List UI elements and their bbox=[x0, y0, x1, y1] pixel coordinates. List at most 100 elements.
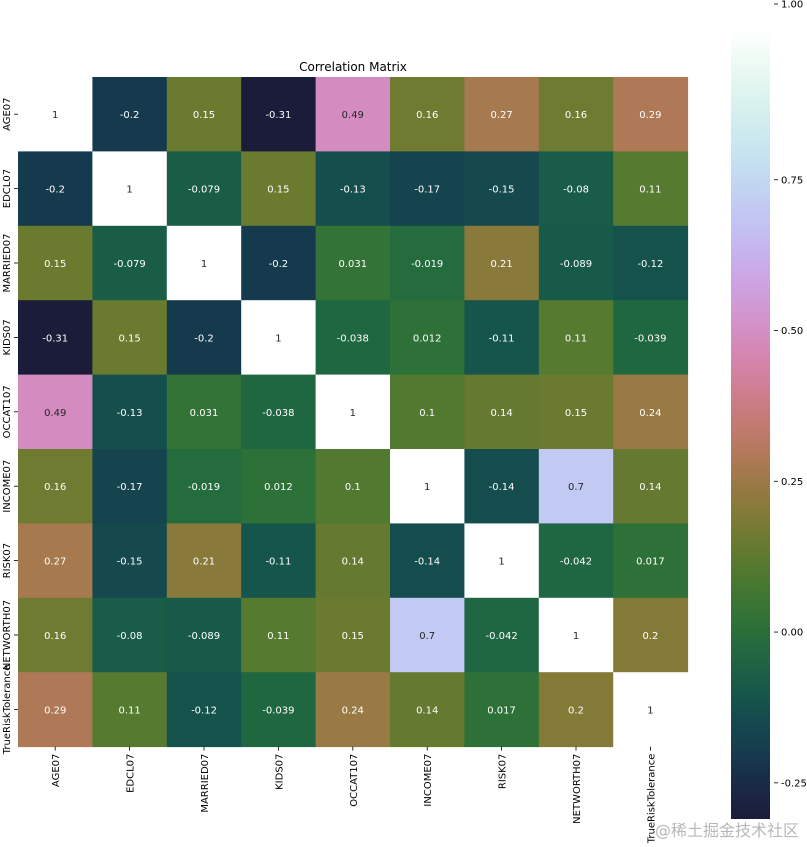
heatmap-cell bbox=[166, 374, 242, 450]
cell-value-label: 0.49 bbox=[342, 110, 364, 121]
cell-value-label: -0.31 bbox=[42, 333, 68, 344]
heatmap-cell bbox=[538, 449, 614, 524]
heatmap-cell bbox=[166, 523, 242, 599]
cell-value-label: -0.17 bbox=[414, 185, 440, 196]
cell-value-label: 0.14 bbox=[490, 408, 512, 419]
cell-value-label: -0.12 bbox=[637, 259, 663, 270]
heatmap-cell bbox=[166, 225, 242, 301]
cell-value-label: -0.079 bbox=[113, 259, 145, 270]
cell-value-label: 1 bbox=[201, 259, 207, 270]
cell-value-label: 1 bbox=[647, 705, 653, 716]
cell-value-label: 0.11 bbox=[639, 185, 661, 196]
x-tick-label: KIDS07 bbox=[274, 754, 285, 790]
cell-value-label: 0.017 bbox=[636, 557, 665, 568]
cell-value-label: 0.15 bbox=[565, 408, 587, 419]
heatmap-cell bbox=[613, 151, 689, 227]
heatmap-cell bbox=[613, 449, 689, 524]
heatmap-cell bbox=[166, 151, 242, 227]
heatmap-cell bbox=[538, 300, 614, 376]
heatmap-cell bbox=[92, 300, 168, 376]
heatmap-cell bbox=[315, 300, 391, 376]
cell-value-label: 0.24 bbox=[639, 408, 661, 419]
x-tick-label: AGE07 bbox=[51, 754, 62, 787]
heatmap-cell bbox=[538, 151, 614, 227]
cell-value-label: -0.11 bbox=[489, 333, 515, 344]
cell-value-label: 0.29 bbox=[44, 705, 66, 716]
cell-value-label: -0.038 bbox=[262, 408, 294, 419]
heatmap-cell bbox=[538, 77, 614, 152]
cell-value-label: -0.089 bbox=[188, 631, 220, 642]
heatmap-cell bbox=[464, 374, 540, 450]
colorbar-tick-label: 0.75 bbox=[781, 175, 803, 186]
heatmap-cell bbox=[241, 374, 317, 450]
heatmap-cell bbox=[390, 151, 465, 227]
heatmap-cell bbox=[538, 523, 614, 599]
cell-value-label: -0.17 bbox=[117, 482, 143, 493]
y-axis: AGE07 EDCL07 MARRIED07 KIDS07 OCCAT107 INCOME… bbox=[2, 97, 18, 755]
cell-value-label: -0.2 bbox=[269, 259, 289, 270]
heatmap-cell bbox=[18, 597, 93, 673]
heatmap-cell bbox=[18, 300, 93, 376]
colorbar-tick-label: -0.25 bbox=[781, 778, 807, 789]
cell-value-label: 0.2 bbox=[568, 705, 584, 716]
heatmap-cell bbox=[464, 151, 540, 227]
heatmap-cell bbox=[538, 672, 614, 748]
cell-value-label: 0.16 bbox=[44, 482, 66, 493]
heatmap-cell bbox=[390, 225, 465, 301]
cell-value-label: 0.15 bbox=[193, 110, 215, 121]
heatmap-cell bbox=[166, 300, 242, 376]
cell-value-label: -0.2 bbox=[120, 110, 140, 121]
cell-value-label: 0.16 bbox=[565, 110, 587, 121]
cell-value-label: 0.7 bbox=[419, 631, 435, 642]
x-tick-label: TrueRiskTolerance bbox=[646, 754, 657, 845]
heatmap-cell bbox=[315, 225, 391, 301]
heatmap-cell bbox=[92, 523, 168, 599]
heatmap-cell bbox=[92, 77, 168, 152]
colorbar-tick-label: 1.00 bbox=[781, 0, 803, 11]
heatmap-cell bbox=[18, 151, 93, 227]
heatmap-cell bbox=[464, 523, 540, 599]
cell-value-label: -0.08 bbox=[117, 631, 143, 642]
heatmap-cell bbox=[315, 374, 391, 450]
x-tick-label: RISK07 bbox=[498, 754, 509, 790]
heatmap-cell bbox=[92, 597, 168, 673]
chart-title: Correlation Matrix bbox=[299, 60, 407, 74]
cell-value-label: 0.1 bbox=[345, 482, 361, 493]
heatmap-cell bbox=[241, 300, 317, 376]
x-tick-label: OCCAT107 bbox=[349, 754, 360, 807]
cell-value-label: 0.27 bbox=[490, 110, 512, 121]
colorbar-tick-label: 0.25 bbox=[781, 477, 803, 488]
heatmap-cell bbox=[18, 523, 93, 599]
heatmap-cell bbox=[166, 672, 242, 748]
cell-value-label: 0.15 bbox=[44, 259, 66, 270]
cell-value-label: -0.08 bbox=[563, 185, 589, 196]
cell-value-label: 0.11 bbox=[118, 705, 140, 716]
heatmap-cell bbox=[390, 374, 465, 450]
cell-value-label: 0.16 bbox=[44, 631, 66, 642]
cell-value-label: 0.14 bbox=[342, 557, 364, 568]
cell-value-label: 1 bbox=[424, 482, 430, 493]
x-tick-label: NETWORTH07 bbox=[572, 754, 583, 824]
heatmap-cell bbox=[390, 597, 465, 673]
cell-value-label: 0.15 bbox=[267, 185, 289, 196]
cell-value-label: -0.039 bbox=[634, 333, 666, 344]
y-tick-label: INCOME07 bbox=[2, 460, 13, 513]
heatmap-cell bbox=[92, 449, 168, 524]
heatmap-cell bbox=[613, 225, 689, 301]
cell-value-label: -0.13 bbox=[340, 185, 366, 196]
cell-value-label: 0.14 bbox=[416, 705, 438, 716]
cell-value-label: 0.27 bbox=[44, 557, 66, 568]
cell-value-label: 1 bbox=[573, 631, 579, 642]
cell-value-label: 0.7 bbox=[568, 482, 584, 493]
heatmap-cell bbox=[464, 225, 540, 301]
cell-value-label: 0.11 bbox=[267, 631, 289, 642]
heatmap-cell bbox=[315, 672, 391, 748]
heatmap-cell bbox=[18, 449, 93, 524]
heatmap-cell bbox=[166, 449, 242, 524]
heatmap-cell bbox=[315, 151, 391, 227]
x-tick-label: MARRIED07 bbox=[200, 754, 211, 813]
heatmap-cell bbox=[390, 523, 465, 599]
heatmap-cell-labels: 1 -0.2 0.15 -0.31 0.49 0.16 0.27 0.16 0.29 -0.2 1 -… bbox=[42, 110, 666, 716]
heatmap-cell bbox=[92, 672, 168, 748]
heatmap-cell bbox=[613, 77, 689, 152]
